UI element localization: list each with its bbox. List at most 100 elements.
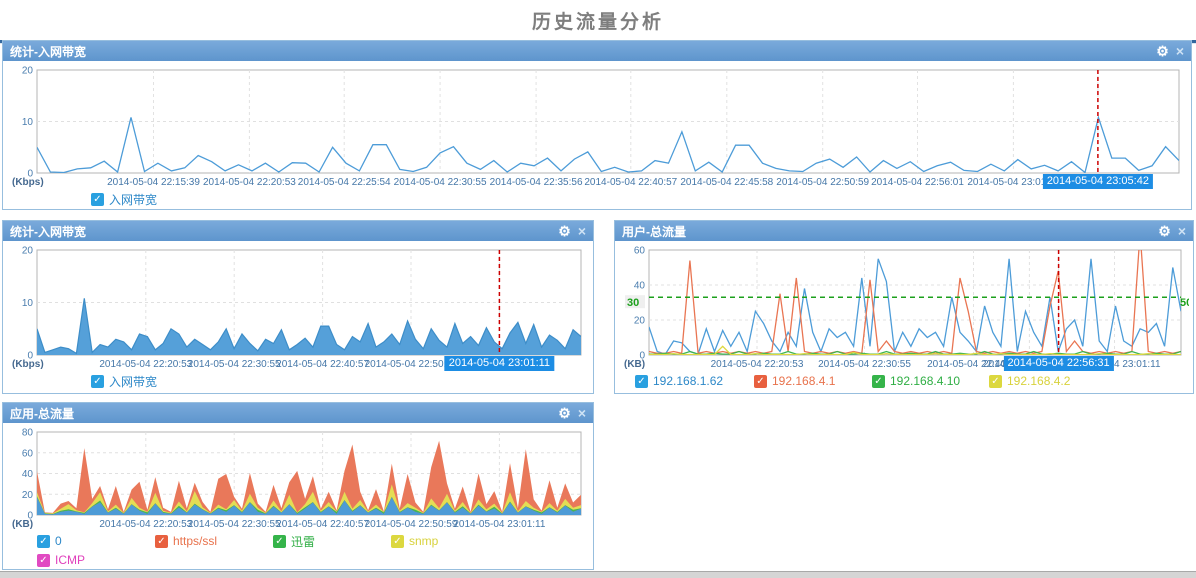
svg-text:20: 20 bbox=[22, 246, 34, 257]
svg-text:40: 40 bbox=[22, 469, 34, 480]
panel-title: 应用-总流量 bbox=[10, 406, 74, 421]
legend-checkbox[interactable]: ✓ bbox=[635, 374, 648, 388]
legend: ✓ 入网带宽 bbox=[7, 373, 589, 397]
legend-item: ✓ ICMP bbox=[37, 552, 85, 568]
legend-label: 入网带宽 bbox=[109, 374, 158, 389]
x-tick-label-highlighted: 2014-05-04 23:01:11 bbox=[444, 356, 555, 371]
legend-item: ✓ 192.168.1.62 bbox=[635, 373, 723, 389]
legend-label: 192.168.1.62 bbox=[653, 374, 724, 388]
panel-header: 统计-入网带宽 ⚙ × bbox=[3, 221, 593, 241]
settings-gear-icon[interactable]: ⚙ bbox=[558, 223, 571, 239]
x-tick-label: 2014-05-04 22:25:54 bbox=[297, 177, 391, 188]
close-icon[interactable]: × bbox=[577, 223, 586, 239]
page-title: 历史流量分析 bbox=[531, 11, 664, 33]
panel-actions: ⚙ × bbox=[1151, 224, 1186, 238]
legend-checkbox[interactable]: ✓ bbox=[91, 192, 104, 206]
settings-gear-icon[interactable]: ⚙ bbox=[1158, 223, 1171, 239]
x-tick-label: 2014-05-04 23:01:11 bbox=[1068, 359, 1161, 370]
legend-label: 0 bbox=[55, 534, 62, 548]
svg-text:20: 20 bbox=[634, 316, 646, 327]
x-tick-label: 2014-05-04 22:15:39 bbox=[107, 177, 200, 188]
close-icon[interactable]: × bbox=[1177, 223, 1186, 239]
legend-item: ✓ snmp bbox=[391, 533, 438, 549]
x-tick-label: 2014-05-04 23:01:11 bbox=[967, 177, 1060, 188]
legend: ✓ 入网带宽 bbox=[7, 191, 1187, 215]
close-icon[interactable]: × bbox=[577, 405, 586, 421]
legend-item: ✓ 入网带宽 bbox=[91, 191, 157, 207]
panel-actions: ⚙ × bbox=[1149, 44, 1184, 58]
legend-checkbox[interactable]: ✓ bbox=[754, 374, 767, 388]
svg-text:0: 0 bbox=[639, 351, 645, 362]
chart-inbound-bandwidth-wide[interactable]: 0 10 20 (Kbps) 2014-05-04 22:15:39 2014-05-04… bbox=[7, 65, 1187, 189]
svg-text:0: 0 bbox=[27, 511, 33, 522]
panel-stat-inbound-bandwidth: 统计-入网带宽 ⚙ × 0 10 20 (Kbps) 2014-05-04 22:20:… bbox=[2, 220, 594, 394]
legend-label: ICMP bbox=[55, 553, 85, 567]
panel-header: 应用-总流量 ⚙ × bbox=[3, 403, 593, 423]
panel-body: 0 10 20 (Kbps) 2014-05-04 22:20:53 2014-05-04… bbox=[3, 241, 593, 397]
legend-checkbox[interactable]: ✓ bbox=[91, 374, 104, 388]
panel-app-total-traffic: 应用-总流量 ⚙ × 0 20 40 60 80 (KB) 2014-05-04 22:20… bbox=[2, 402, 594, 570]
legend-label: snmp bbox=[409, 534, 439, 548]
panel-header: 用户-总流量 ⚙ × bbox=[615, 221, 1193, 241]
panel-user-total-traffic: 用户-总流量 ⚙ × 0 20 40 60 30 50 (KB) 2014-05-04 22:… bbox=[614, 220, 1194, 394]
panel-title: 统计-入网带宽 bbox=[10, 224, 86, 239]
settings-gear-icon[interactable]: ⚙ bbox=[558, 405, 571, 421]
chart-svg: 0 20 40 60 80 (KB) bbox=[12, 428, 582, 530]
legend-checkbox[interactable]: ✓ bbox=[37, 534, 50, 548]
legend-label: https/ssl bbox=[173, 534, 218, 548]
legend-item: ✓ https/ssl bbox=[155, 533, 217, 549]
legend-checkbox[interactable]: ✓ bbox=[37, 553, 50, 567]
horizontal-scrollbar[interactable] bbox=[0, 571, 1196, 578]
x-tick-label: 2014-05-04 22:40:57 bbox=[584, 177, 678, 188]
panel-body: 0 10 20 (Kbps) 2014-05-04 22:15:39 2014-05-04… bbox=[3, 61, 1191, 215]
svg-text:10: 10 bbox=[22, 117, 34, 128]
x-tick-label: 2014-05-04 22:40:57 bbox=[927, 359, 1020, 370]
svg-text:30: 30 bbox=[627, 297, 639, 309]
legend-checkbox[interactable]: ✓ bbox=[989, 374, 1002, 388]
panel-stat-inbound-bandwidth-wide: 统计-入网带宽 ⚙ × 0 10 20 (Kbps) 2014-05-04 22:15:… bbox=[2, 40, 1192, 210]
svg-text:(Kbps): (Kbps) bbox=[12, 359, 44, 370]
svg-text:0: 0 bbox=[27, 351, 33, 362]
legend-item: ✓ 192.168.4.1 bbox=[754, 373, 835, 389]
svg-text:(KB): (KB) bbox=[12, 519, 33, 530]
chart-inbound-bandwidth[interactable]: 0 10 20 (Kbps) 2014-05-04 22:20:53 2014-05-04… bbox=[7, 245, 589, 371]
x-tick-label: 2014-05-04 22:20:53 bbox=[99, 359, 193, 370]
chart-svg: 0 10 20 (Kbps) bbox=[12, 246, 582, 370]
x-tick-label: 2014-05-04 22:40:57 bbox=[276, 359, 370, 370]
svg-text:60: 60 bbox=[634, 246, 646, 257]
close-icon[interactable]: × bbox=[1175, 43, 1184, 59]
legend-checkbox[interactable]: ✓ bbox=[872, 374, 885, 388]
legend-label: 192.168.4.10 bbox=[890, 374, 961, 388]
panel-title: 用户-总流量 bbox=[622, 224, 686, 239]
svg-text:20: 20 bbox=[22, 490, 34, 501]
chart-svg: 0 10 20 (Kbps) bbox=[12, 66, 1180, 188]
x-tick-label-highlighted: 2014-05-04 22:56:31 bbox=[1003, 356, 1114, 371]
x-tick-label: 2014-05-04 22:20:53 bbox=[99, 519, 193, 530]
legend-checkbox[interactable]: ✓ bbox=[155, 534, 168, 548]
svg-text:0: 0 bbox=[27, 169, 33, 180]
x-tick-label: 2014-05-04 22:40:57 bbox=[276, 519, 370, 530]
legend-item: ✓ 192.168.4.2 bbox=[989, 373, 1070, 389]
legend-checkbox[interactable]: ✓ bbox=[273, 534, 286, 548]
x-tick-label: 2014-05-04 22:50:59 bbox=[364, 359, 458, 370]
chart-app-total-traffic[interactable]: 0 20 40 60 80 (KB) 2014-05-04 22:20:53 2014-05-… bbox=[7, 427, 589, 531]
svg-text:40: 40 bbox=[634, 281, 646, 292]
svg-text:60: 60 bbox=[22, 448, 34, 459]
legend-item: ✓ 迅雷 bbox=[273, 533, 315, 549]
legend: ✓ 192.168.1.62 ✓ 192.168.4.1 ✓ 192.168.4.10 ✓ 1… bbox=[619, 373, 1189, 397]
settings-gear-icon[interactable]: ⚙ bbox=[1156, 43, 1169, 59]
legend-label: 入网带宽 bbox=[109, 192, 158, 207]
svg-text:50: 50 bbox=[1180, 297, 1189, 309]
x-tick-label: 2014-05-04 22:30:55 bbox=[187, 519, 281, 530]
svg-text:80: 80 bbox=[22, 428, 34, 439]
chart-user-total-traffic[interactable]: 0 20 40 60 30 50 (KB) 2014-05-04 22:20:53 2014-0… bbox=[619, 245, 1189, 371]
legend-item: ✓ 192.168.4.10 bbox=[872, 373, 960, 389]
x-tick-label: 2014-05-04 22:20:53 bbox=[710, 359, 804, 370]
legend-checkbox[interactable]: ✓ bbox=[391, 534, 404, 548]
x-tick-label: 2014-05-04 22:50:59 bbox=[364, 519, 458, 530]
x-tick-label-highlighted: 2014-05-04 23:05:42 bbox=[1042, 174, 1153, 189]
x-tick-label: 2014-05-04 22:45:58 bbox=[680, 177, 774, 188]
legend-item: ✓ 入网带宽 bbox=[91, 373, 157, 389]
svg-text:20: 20 bbox=[22, 66, 34, 77]
panel-header: 统计-入网带宽 ⚙ × bbox=[3, 41, 1191, 61]
